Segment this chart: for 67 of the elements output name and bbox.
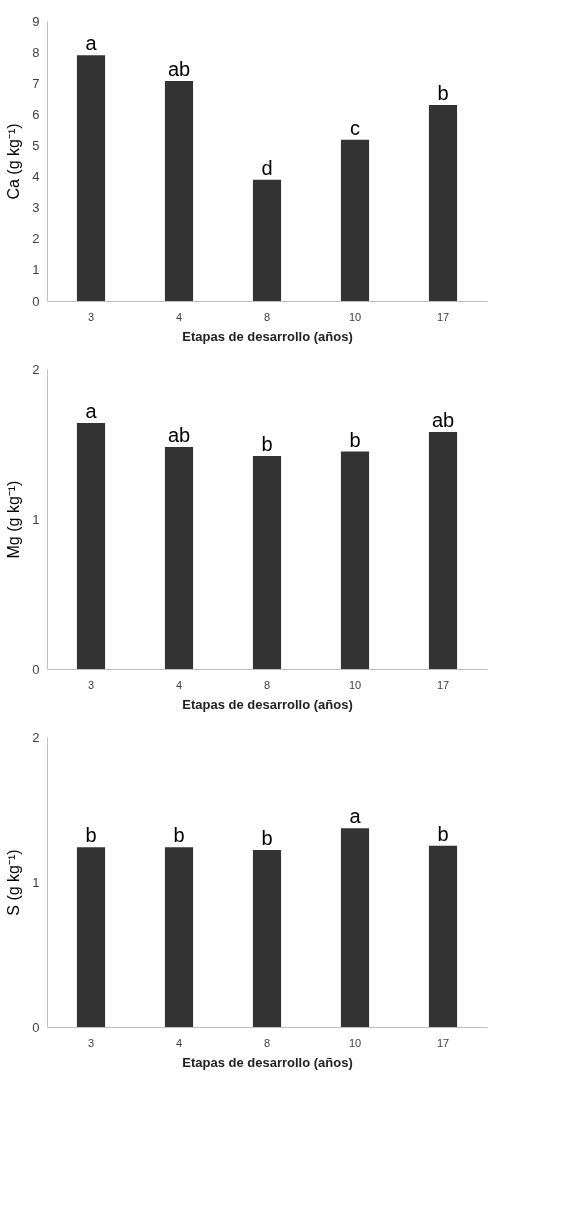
bar (164, 81, 194, 301)
x-tick-label: 3 (87, 678, 95, 691)
bar (340, 451, 370, 669)
x-tick-label: 8 (263, 678, 271, 691)
annotation: d (261, 156, 273, 179)
bar (428, 105, 458, 301)
x-tick-label: 3 (87, 310, 95, 323)
bar (428, 432, 458, 669)
annotation: b (173, 824, 185, 847)
bar (340, 139, 370, 301)
y-tick-label: 9 (32, 13, 40, 29)
y-tick-label: 0 (32, 293, 40, 309)
y-tick-label: 2 (32, 231, 40, 247)
annotation: ab (167, 58, 191, 81)
y-tick-label: 1 (32, 262, 40, 278)
x-tick-label: 17 (436, 1036, 450, 1049)
bar (428, 845, 458, 1027)
x-tick-label: 10 (348, 1036, 362, 1049)
y-tick-label: 0 (32, 1019, 40, 1035)
annotation: b (437, 822, 449, 845)
x-tick-label: 10 (348, 678, 362, 691)
y-axis-title: Ca (g kg⁻¹) (5, 123, 23, 200)
x-axis-title: Etapas de desarrollo (años) (182, 1054, 353, 1070)
bar (76, 423, 106, 669)
annotation: c (350, 116, 360, 139)
annotation: b (349, 428, 361, 451)
x-tick-label: 8 (263, 310, 271, 323)
x-tick-label: 10 (348, 310, 362, 323)
y-tick-label: 0 (32, 661, 40, 677)
x-tick-label: 17 (436, 310, 450, 323)
annotation: b (85, 824, 97, 847)
bar (164, 847, 194, 1027)
annotation: ab (431, 409, 455, 431)
bar (76, 847, 106, 1027)
annotation: a (349, 805, 362, 828)
y-tick-label: 1 (32, 874, 40, 890)
y-tick-label: 1 (32, 511, 40, 527)
annotation: b (437, 82, 449, 104)
y-tick-label: 2 (32, 361, 40, 377)
y-axis-title: Mg (g kg⁻¹) (5, 480, 23, 559)
bar (252, 850, 282, 1027)
x-tick-label: 3 (87, 1036, 95, 1049)
bar (164, 447, 194, 669)
bar (252, 179, 282, 301)
x-tick-label: 4 (175, 310, 183, 323)
y-axis-title: S (g kg⁻¹) (5, 849, 23, 916)
x-tick-label: 8 (263, 1036, 271, 1049)
annotation: b (261, 827, 273, 850)
x-tick-label: 4 (175, 1036, 183, 1049)
y-tick-label: 5 (32, 137, 40, 153)
bar (252, 456, 282, 669)
x-axis-title: Etapas de desarrollo (años) (182, 328, 353, 344)
y-tick-label: 4 (32, 169, 40, 185)
x-tick-label: 4 (175, 678, 183, 691)
bar (76, 55, 106, 301)
x-tick-label: 17 (436, 678, 450, 691)
y-tick-label: 8 (32, 44, 40, 60)
annotation: b (261, 433, 273, 455)
y-tick-label: 2 (32, 729, 40, 745)
bar (340, 828, 370, 1027)
x-axis-title: Etapas de desarrollo (años) (182, 696, 353, 712)
annotation: a (85, 400, 98, 422)
annotation: a (85, 32, 98, 55)
y-tick-label: 3 (32, 200, 40, 216)
y-tick-label: 6 (32, 106, 40, 122)
annotation: ab (167, 424, 191, 446)
y-tick-label: 7 (32, 75, 40, 91)
